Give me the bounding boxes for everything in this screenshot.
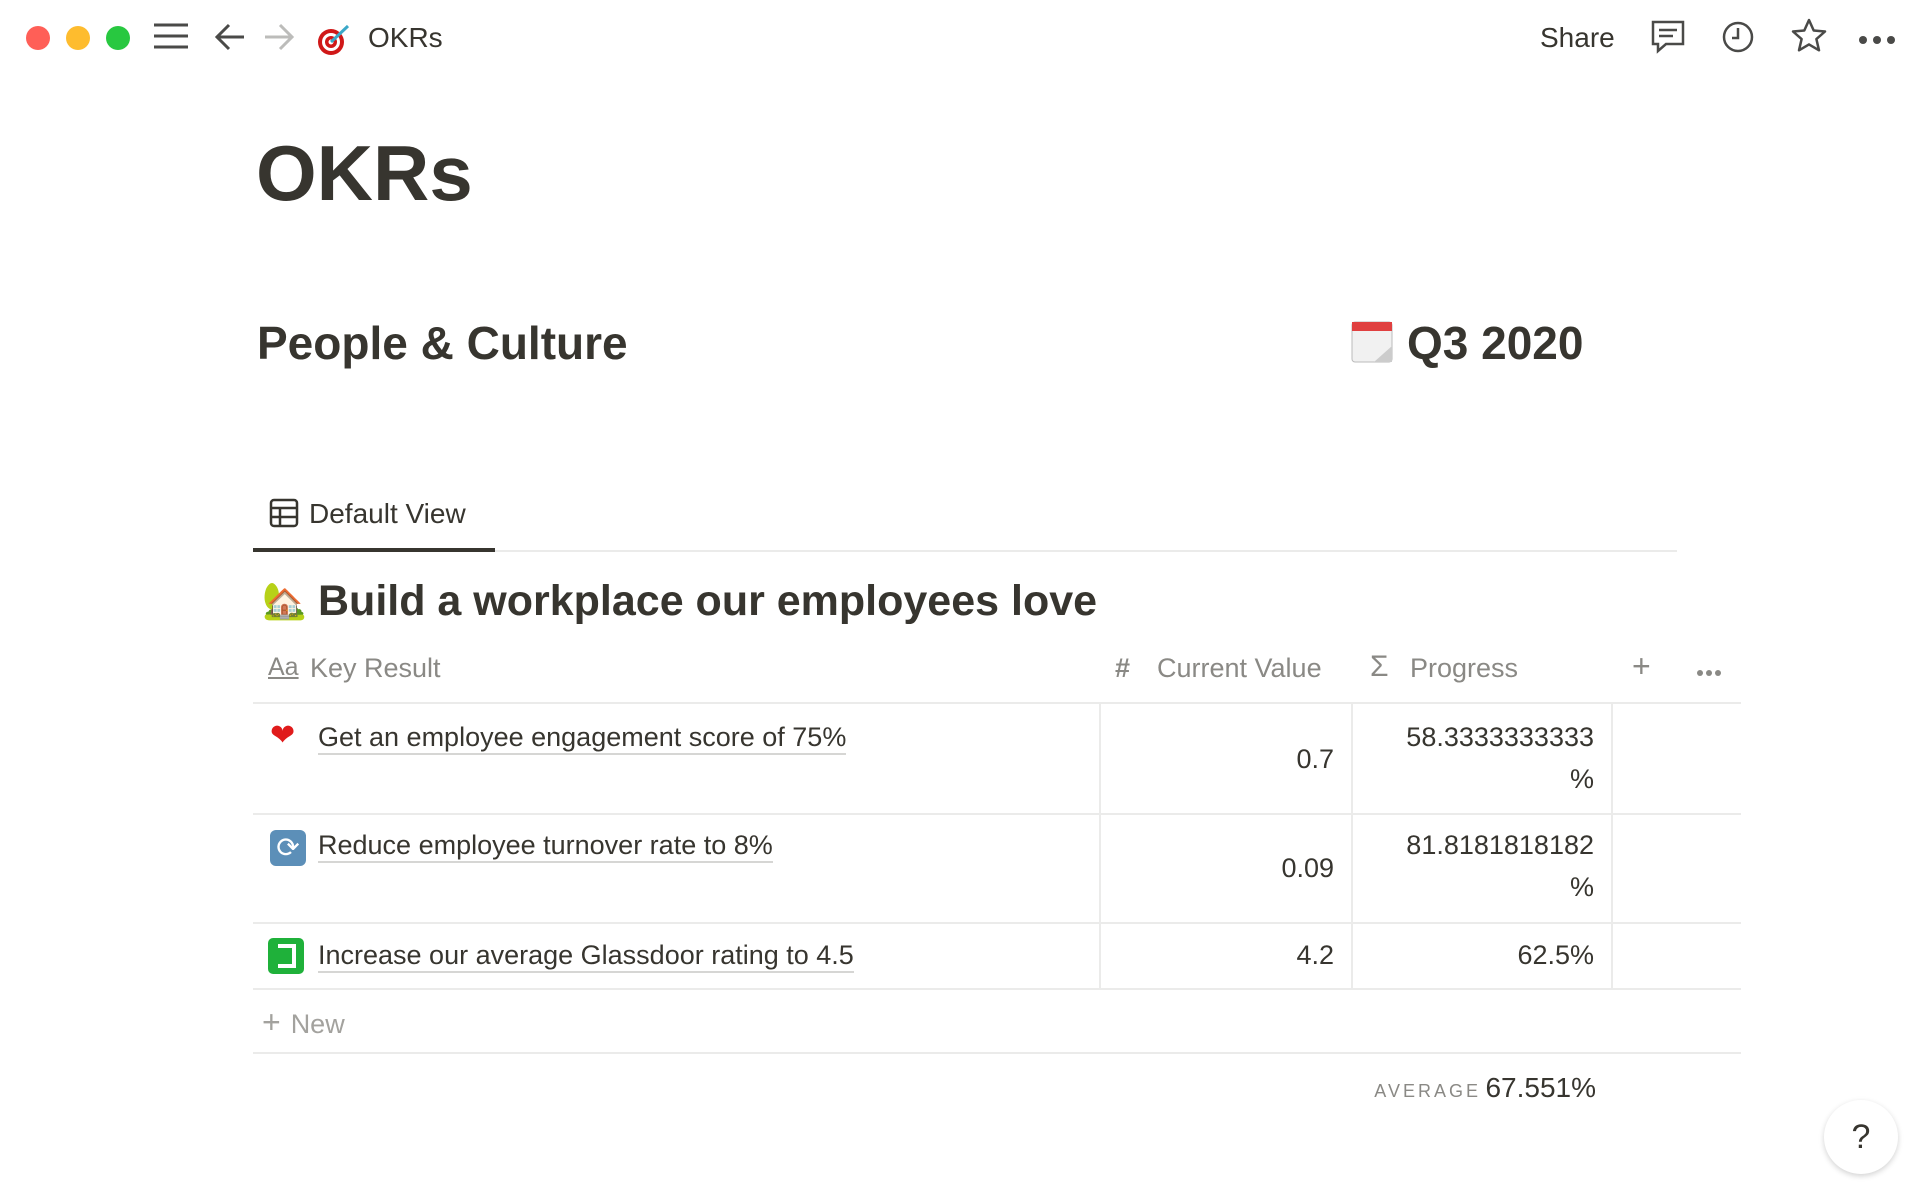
target-icon — [316, 22, 352, 61]
summary-average[interactable]: AVERAGE 67.551% — [1352, 1072, 1596, 1104]
team-heading: People & Culture — [257, 317, 628, 369]
row-divider — [253, 922, 1741, 924]
back-arrow-icon[interactable] — [214, 22, 246, 57]
key-result-link[interactable]: Get an employee engagement score of 75% — [318, 722, 847, 755]
minimize-window-button[interactable] — [66, 26, 90, 50]
column-divider — [1351, 704, 1353, 988]
current-value-cell[interactable]: 0.7 — [1296, 744, 1334, 774]
formula-property-icon: Σ — [1370, 650, 1389, 683]
tab-default-view[interactable]: Default View — [253, 496, 495, 552]
tab-label: Default View — [309, 498, 466, 529]
calendar-icon — [1350, 318, 1394, 369]
repeat-arrows-icon: ⟳ — [270, 830, 306, 866]
more-options-icon[interactable] — [1858, 32, 1896, 50]
new-label: New — [290, 1009, 345, 1039]
history-clock-icon[interactable] — [1721, 20, 1755, 59]
column-divider — [1099, 704, 1101, 988]
table-icon — [269, 498, 299, 533]
row-divider — [253, 702, 1741, 704]
summary-label: AVERAGE — [1374, 1081, 1481, 1101]
new-row-button[interactable]: + New — [262, 1004, 345, 1041]
progress-cell-suffix: % — [1569, 872, 1594, 902]
add-property-icon[interactable]: + — [1632, 648, 1651, 684]
number-property-icon: # — [1115, 653, 1131, 683]
row-divider — [253, 988, 1741, 990]
glassdoor-icon — [268, 938, 304, 979]
progress-cell[interactable]: 58.3333333333 — [1406, 722, 1594, 752]
key-result-link[interactable]: Reduce employee turnover rate to 8% — [318, 830, 773, 863]
plus-icon: + — [262, 1004, 281, 1040]
heart-icon: ❤ — [270, 719, 296, 752]
menu-icon[interactable] — [154, 21, 188, 57]
share-button[interactable]: Share — [1540, 22, 1615, 53]
row-divider — [253, 813, 1741, 815]
group-heading[interactable]: Build a workplace our employees love — [318, 577, 1098, 625]
zoom-window-button[interactable] — [106, 26, 130, 50]
summary-value: 67.551% — [1485, 1072, 1596, 1103]
key-result-link[interactable]: Increase our average Glassdoor rating to… — [318, 940, 854, 973]
current-value-cell[interactable]: 4.2 — [1296, 940, 1334, 970]
current-value-cell[interactable]: 0.09 — [1281, 853, 1334, 883]
close-window-button[interactable] — [26, 26, 50, 50]
column-header-current-value[interactable]: Current Value — [1157, 653, 1322, 683]
house-tree-icon: 🏡 — [262, 580, 307, 621]
help-button[interactable]: ? — [1824, 1100, 1898, 1174]
table-options-icon[interactable] — [1696, 664, 1722, 682]
favorite-star-icon[interactable] — [1791, 18, 1827, 59]
progress-cell-suffix: % — [1569, 764, 1594, 794]
comments-icon[interactable] — [1650, 19, 1686, 60]
progress-cell[interactable]: 62.5% — [1517, 940, 1594, 970]
forward-arrow-icon[interactable] — [263, 22, 295, 57]
column-header-progress[interactable]: Progress — [1410, 653, 1519, 683]
progress-cell[interactable]: 81.8181818182 — [1406, 830, 1594, 860]
tab-divider — [495, 550, 1677, 552]
breadcrumb-page-title[interactable]: OKRs — [368, 22, 443, 53]
column-divider — [1611, 704, 1613, 988]
text-property-icon: Aa — [268, 653, 299, 681]
row-divider — [253, 1052, 1741, 1054]
page-title[interactable]: OKRs — [256, 129, 473, 217]
quarter-heading: Q3 2020 — [1407, 317, 1584, 369]
column-header-key-result[interactable]: Key Result — [310, 653, 441, 683]
